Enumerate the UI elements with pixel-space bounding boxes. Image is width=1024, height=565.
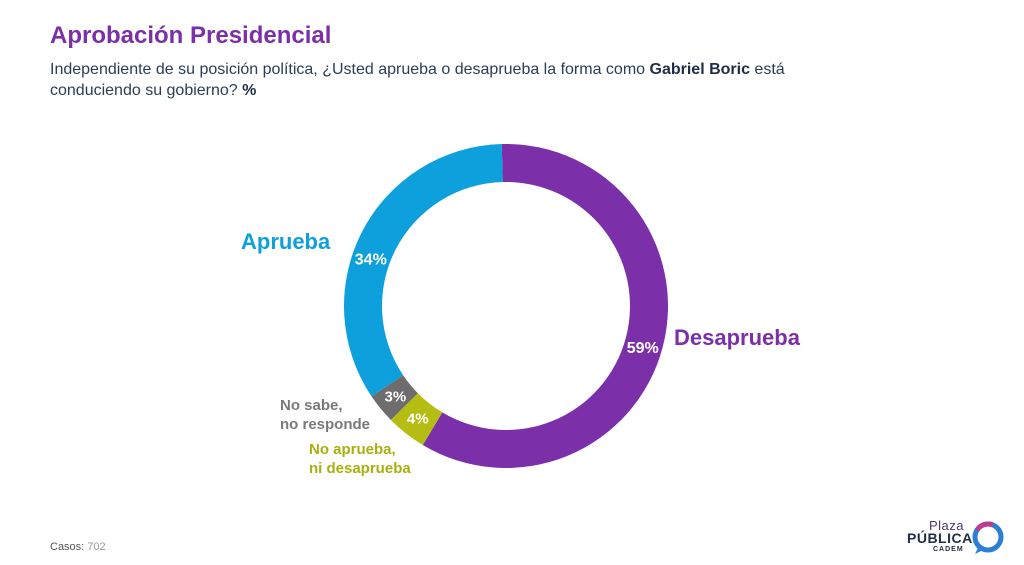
legend-label-no-sabe: No sabe, no responde: [270, 396, 380, 434]
donut-slice-2: [371, 375, 418, 420]
legend-label-no-sabe-line2: no responde: [280, 416, 371, 433]
donut-slice-0: [422, 143, 668, 469]
footer-cases: Casos: 702: [50, 541, 106, 553]
slice-value-label-0: 59%: [627, 340, 659, 357]
logo-line2: PÚBLICA: [907, 530, 973, 546]
plaza-publica-logo: Plaza PÚBLICA CADEM: [903, 518, 1013, 558]
slice-value-label-3: 34%: [355, 251, 387, 268]
legend-label-aprueba: Aprueba: [241, 229, 331, 254]
question-text: Independiente de su posición política, ¿…: [50, 59, 870, 101]
logo-line1: Plaza: [929, 518, 965, 533]
legend-label-no-sabe-line1: No sabe,: [280, 397, 343, 414]
question-unit: %: [242, 82, 257, 99]
slice-value-label-1: 4%: [407, 411, 429, 428]
speech-bubble-icon: [972, 521, 1004, 554]
question-pre: Independiente de su posición política, ¿…: [50, 61, 650, 78]
legend-label-desaprueba: Desaprueba: [674, 325, 800, 350]
legend-label-ni-line1: No aprueba,: [309, 441, 396, 458]
legend-label-ni-line2: ni desaprueba: [309, 460, 411, 477]
question-bold: Gabriel Boric: [649, 61, 750, 78]
legend-label-ni: No aprueba, ni desaprueba: [309, 440, 411, 478]
chart-title: Aprobación Presidencial: [50, 22, 332, 49]
donut-slice-1: [390, 393, 443, 446]
slice-value-label-2: 3%: [384, 389, 406, 406]
donut-slice-3: [343, 144, 503, 397]
logo-line3: CADEM: [933, 546, 964, 553]
cases-value: 702: [87, 541, 106, 553]
cases-label: Casos:: [50, 541, 85, 553]
question-post: está conduciendo su gobierno?: [50, 61, 785, 99]
